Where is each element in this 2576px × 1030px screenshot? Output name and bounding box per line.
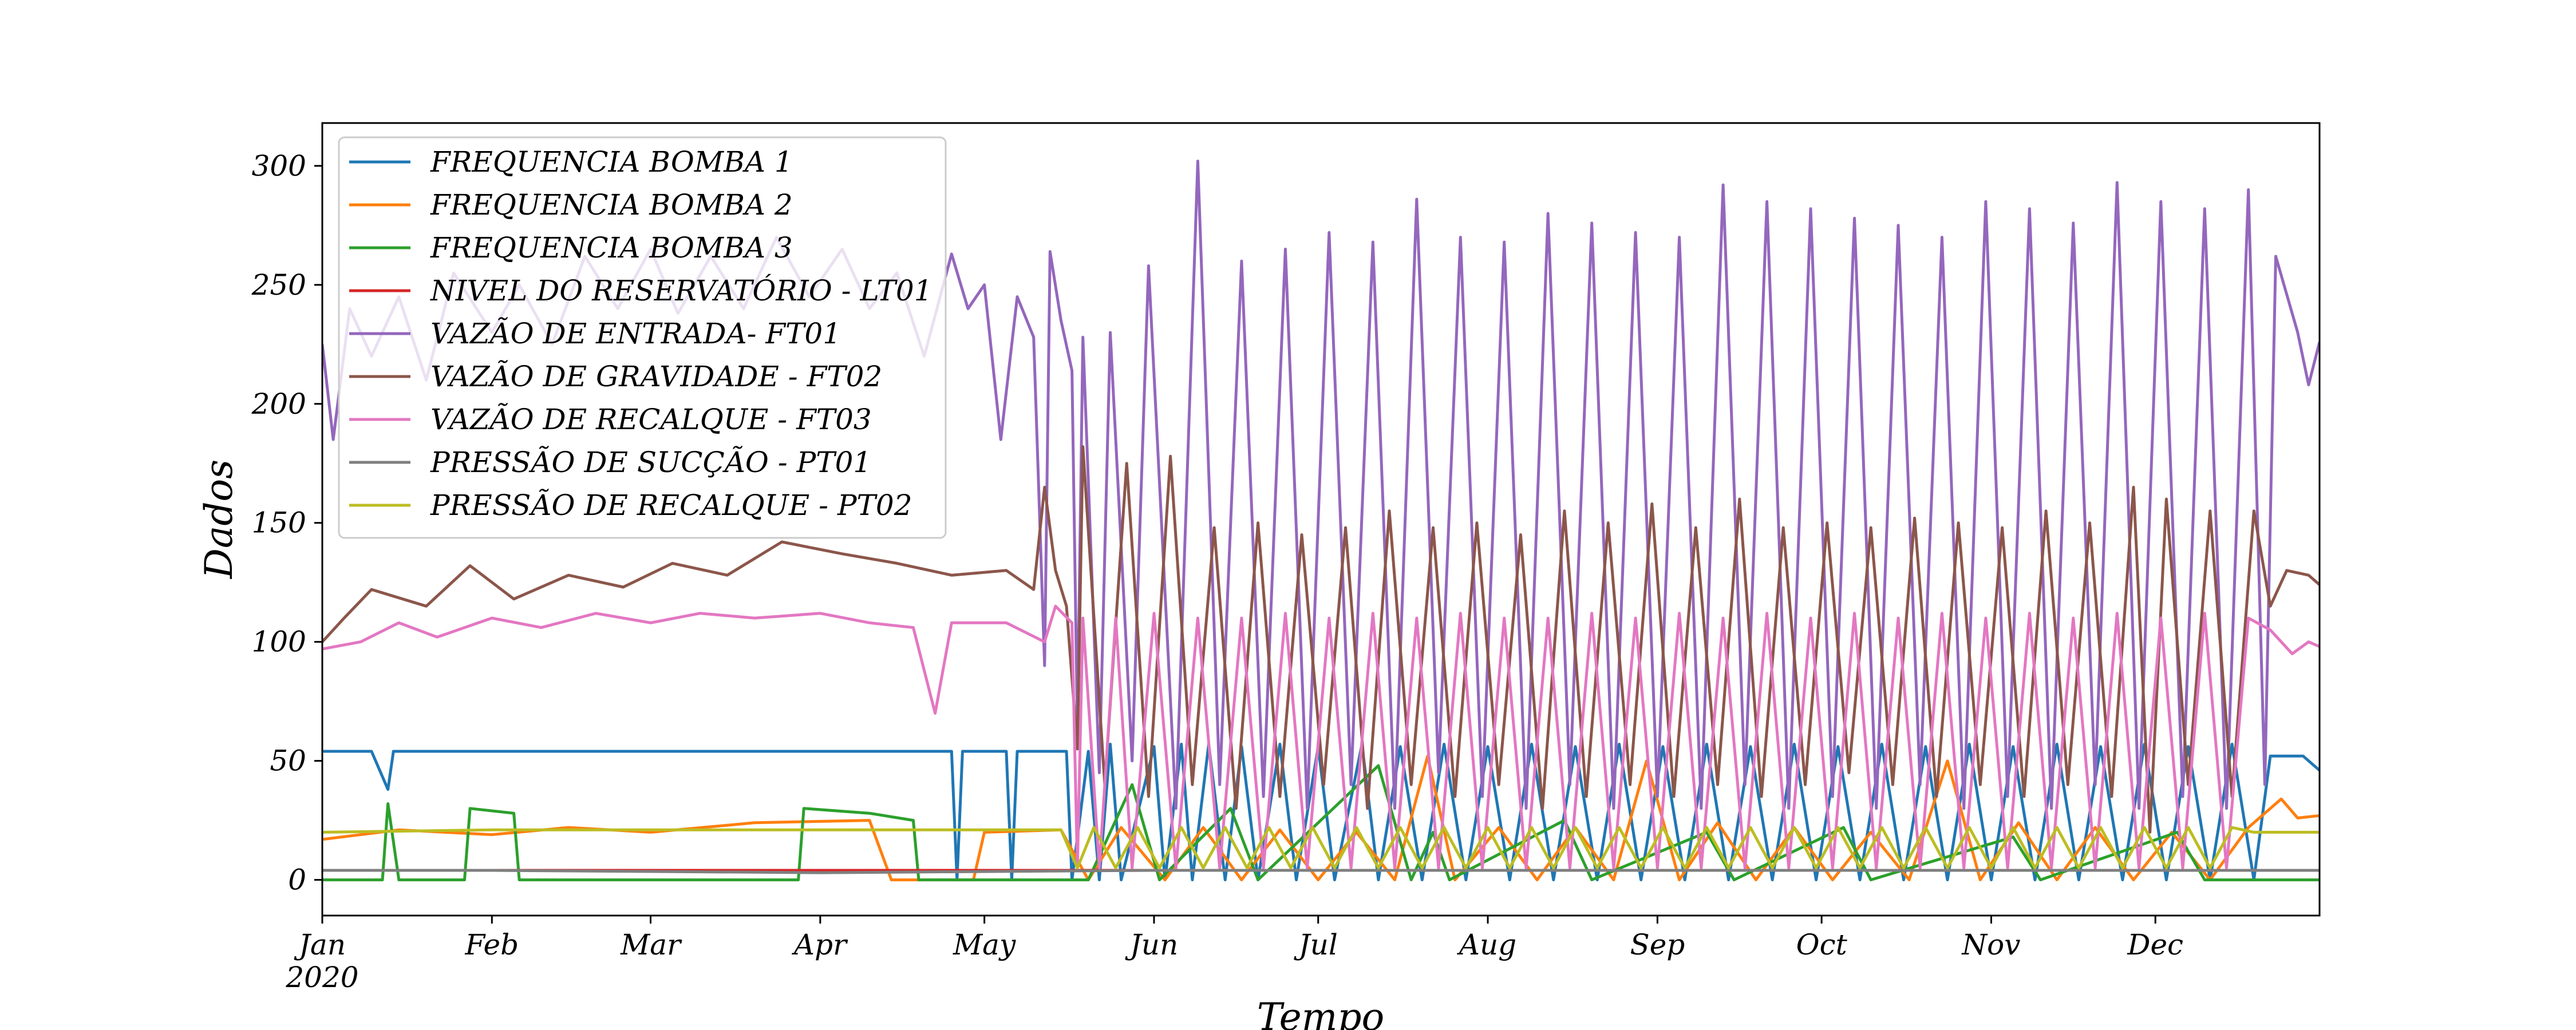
y-tick-label: 100 xyxy=(252,625,306,659)
legend-label: VAZÃO DE GRAVIDADE - FT02 xyxy=(430,359,882,393)
series-line-8 xyxy=(322,869,2320,874)
series-line-7 xyxy=(322,604,2320,870)
y-axis: 0 50 100 150 200 250 300 xyxy=(251,149,322,897)
x-tick-label: May xyxy=(953,928,1016,961)
legend-box xyxy=(338,136,947,539)
legend-label: VAZÃO DE RECALQUE - FT03 xyxy=(430,402,872,436)
x-tick-label: Nov xyxy=(1961,928,2020,961)
legend-label: NIVEL DO RESERVATÓRIO - LT01 xyxy=(430,274,933,307)
x-tick-label: Feb xyxy=(465,928,519,961)
plot-frame xyxy=(321,122,2321,917)
y-tick-label: 300 xyxy=(252,149,306,183)
y-tick-label: 200 xyxy=(251,387,306,421)
x-tick-label: Apr xyxy=(792,928,848,961)
legend-label: FREQUENCIA BOMBA 1 xyxy=(430,145,793,179)
x-tick-label: Oct xyxy=(1796,928,1848,961)
x-tick-label: Dec xyxy=(2127,928,2183,961)
y-tick-label: 50 xyxy=(270,744,306,778)
y-tick-label: 150 xyxy=(252,506,306,540)
series-line-6 xyxy=(322,445,2320,834)
legend: FREQUENCIA BOMBA 1 FREQUENCIA BOMBA 2 FREQ… xyxy=(338,136,947,539)
legend-label: FREQUENCIA BOMBA 3 xyxy=(430,231,793,264)
y-axis-label: Dados xyxy=(197,459,241,579)
x-tick-label: Jun xyxy=(1125,928,1178,961)
x-tick-label: Jan xyxy=(294,928,346,961)
legend-label: VAZÃO DE ENTRADA- FT01 xyxy=(430,316,841,350)
x-tick-label: Aug xyxy=(1457,928,1516,961)
series-line-9 xyxy=(322,826,2320,870)
x-tick-label: Sep xyxy=(1630,928,1685,961)
x-axis-label: Tempo xyxy=(1257,995,1385,1030)
y-tick-label: 250 xyxy=(251,268,306,302)
legend-label: PRESSÃO DE RECALQUE - PT02 xyxy=(430,488,912,522)
x-tick-label: Mar xyxy=(620,928,682,961)
x-tick-year-label: 2020 xyxy=(285,961,358,994)
legend-label: PRESSÃO DE SUCÇÃO - PT01 xyxy=(430,445,871,479)
series-layer xyxy=(322,160,2320,882)
x-tick-label: Jul xyxy=(1294,928,1338,961)
y-tick-label: 0 xyxy=(288,863,306,897)
legend-label: FREQUENCIA BOMBA 2 xyxy=(430,188,793,221)
